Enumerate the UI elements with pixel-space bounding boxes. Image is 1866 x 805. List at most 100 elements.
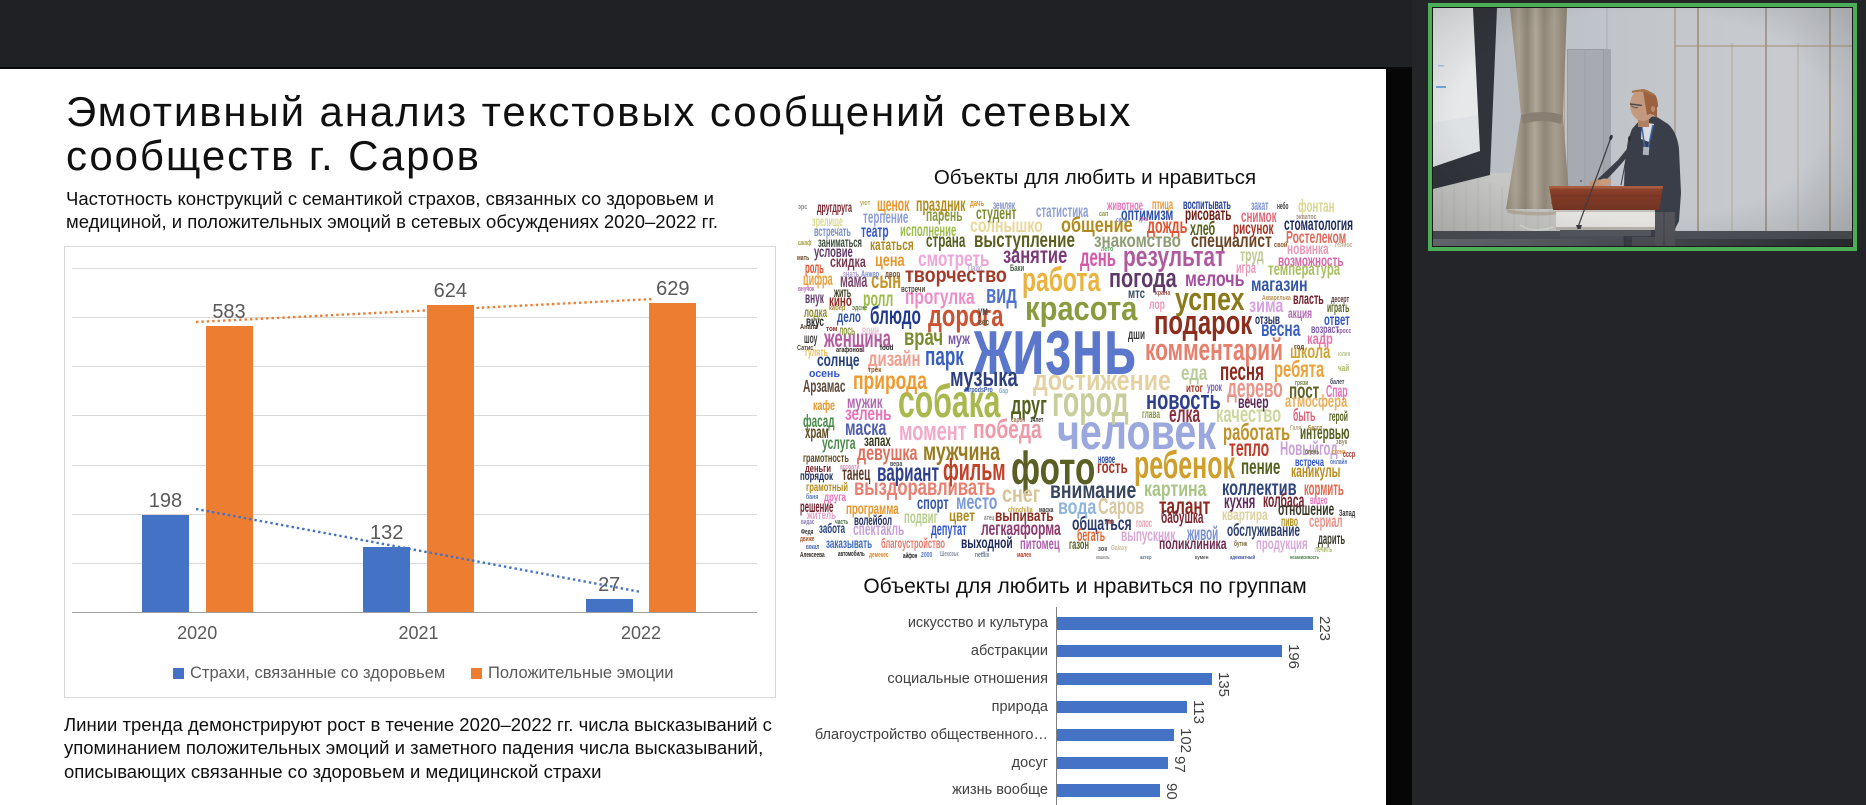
svg-text:студент: студент (976, 204, 1017, 223)
svg-text:дизайн: дизайн (868, 346, 920, 370)
svg-text:вера: вера (890, 460, 903, 468)
svg-text:квартира: квартира (1222, 506, 1268, 524)
svg-text:лось: лось (839, 324, 855, 339)
svg-text:Арзамас: Арзамас (803, 377, 846, 397)
svg-text:роль: роль (805, 259, 824, 277)
svg-text:снег: снег (1002, 482, 1041, 508)
svg-text:дело: дело (837, 308, 861, 326)
svg-text:игра: игра (1236, 260, 1257, 277)
svg-text:экватос: экватос (1296, 213, 1317, 221)
svg-text:магазин: магазин (1251, 274, 1308, 296)
svg-text:уют: уют (860, 199, 871, 207)
svg-text:воин: воин (862, 324, 879, 339)
svg-text:бутик: бутик (1234, 539, 1248, 549)
svg-text:гость: гость (1097, 459, 1128, 478)
svg-text:вариант: вариант (877, 459, 939, 487)
svg-text:лодка: лодка (804, 306, 828, 321)
svg-text:автомобиль: автомобиль (838, 549, 865, 559)
svg-text:зрелище: зрелище (812, 215, 843, 230)
svg-text:заниматься: заниматься (818, 236, 862, 251)
svg-text:знакомство: знакомство (1094, 229, 1181, 251)
svg-text:движе: движе (800, 535, 815, 543)
svg-text:олень: олень (1305, 448, 1319, 456)
svg-text:онлайн: онлайн (1330, 457, 1348, 467)
svg-text:сети: сети (1116, 216, 1127, 224)
svg-text:2000: 2000 (921, 551, 933, 559)
svg-text:оптимизм: оптимизм (1121, 206, 1173, 225)
svg-text:грамотность: грамотность (803, 452, 849, 465)
svg-text:кухня: кухня (1224, 492, 1255, 513)
svg-text:подарок: подарок (1154, 304, 1252, 342)
svg-text:рисунок: рисунок (1233, 218, 1274, 238)
svg-text:каникулы: каникулы (1291, 462, 1340, 481)
svg-text:Спар: Спар (1326, 382, 1348, 401)
svg-text:забота: забота (819, 522, 846, 537)
svg-text:кошель: кошель (1096, 555, 1110, 561)
svg-text:юлия: юлия (1338, 350, 1351, 358)
svg-text:итог: итог (1186, 383, 1203, 396)
svg-text:Баки: Баки (1010, 263, 1024, 274)
svg-text:праздник: праздник (916, 195, 966, 216)
svg-text:кадр: кадр (1307, 330, 1333, 347)
svg-text:газон: газон (1069, 538, 1089, 553)
svg-text:айфон: айфон (903, 551, 917, 561)
svg-text:Рио: Рио (1105, 518, 1114, 526)
svg-text:красота: красота (1025, 289, 1137, 328)
svg-text:смотреть: смотреть (918, 247, 990, 271)
svg-text:поликлиника: поликлиника (1159, 535, 1227, 553)
svg-text:живой: живой (1186, 524, 1218, 545)
svg-text:знать: знать (843, 269, 859, 280)
svg-text:вечер: вечер (1238, 394, 1269, 413)
svg-text:занятие: занятие (1003, 243, 1067, 268)
svg-text:том: том (826, 326, 837, 334)
svg-text:благоустройство: благоустройство (881, 537, 945, 552)
svg-text:творчество: творчество (905, 264, 1007, 288)
svg-text:год: год (1294, 344, 1305, 352)
svg-text:баня: баня (806, 492, 818, 501)
svg-text:дши: дши (1128, 328, 1145, 343)
svg-text:быть: быть (1293, 406, 1315, 425)
svg-text:мужик: мужик (847, 394, 883, 413)
svg-text:результат: результат (1123, 241, 1225, 273)
svg-text:играть: играть (1327, 301, 1350, 316)
svg-text:еда: еда (1181, 360, 1208, 384)
svg-text:Новыйгод: Новыйгод (1280, 439, 1338, 460)
svg-text:условие: условие (814, 243, 853, 261)
svg-text:food: food (880, 344, 893, 352)
svg-text:ссср: ссср (1343, 448, 1355, 459)
svg-text:возможность: возможность (1278, 252, 1344, 270)
svg-text:храм: храм (805, 422, 829, 442)
svg-text:друга: друга (824, 492, 846, 505)
svg-text:парк: парк (925, 341, 964, 371)
svg-text:AirpodsPro: AirpodsPro (964, 386, 993, 394)
svg-text:Запад: Запад (1339, 507, 1355, 518)
svg-text:глава: глава (1142, 408, 1161, 420)
svg-text:голос: голос (1136, 517, 1152, 530)
svg-text:вокал: вокал (806, 543, 819, 552)
svg-text:питомец: питомец (1020, 535, 1060, 553)
svg-text:колбаса: колбаса (1263, 491, 1305, 512)
svg-text:скидка: скидка (830, 253, 866, 270)
svg-text:общение: общение (1061, 214, 1133, 238)
svg-text:маска: маска (1039, 506, 1054, 514)
svg-text:Алексеева: Алексеева (800, 551, 825, 559)
svg-text:продукция: продукция (1256, 535, 1308, 553)
svg-text:ответ: ответ (1324, 311, 1350, 329)
svg-text:выпускник: выпускник (1121, 526, 1176, 546)
svg-text:стоматология: стоматология (1284, 215, 1353, 235)
svg-text:Саров: Саров (1098, 494, 1144, 520)
svg-text:природа: природа (853, 366, 928, 395)
svg-text:Анапа: Анапа (800, 323, 818, 331)
svg-text:девушка: девушка (857, 441, 918, 464)
svg-text:животное: животное (1106, 199, 1143, 214)
svg-text:песня: песня (1220, 358, 1264, 386)
svg-text:подвиг: подвиг (904, 507, 938, 527)
svg-text:земляк: земляк (993, 199, 1015, 211)
svg-text:мать: мать (797, 254, 809, 262)
svg-text:мтс: мтс (1128, 286, 1145, 301)
svg-text:фонтан: фонтан (1298, 196, 1335, 216)
svg-text:малех: малех (1017, 551, 1032, 559)
svg-text:город: город (1052, 378, 1129, 426)
svg-text:жить: жить (833, 286, 851, 301)
svg-text:температура: температура (1268, 261, 1341, 280)
